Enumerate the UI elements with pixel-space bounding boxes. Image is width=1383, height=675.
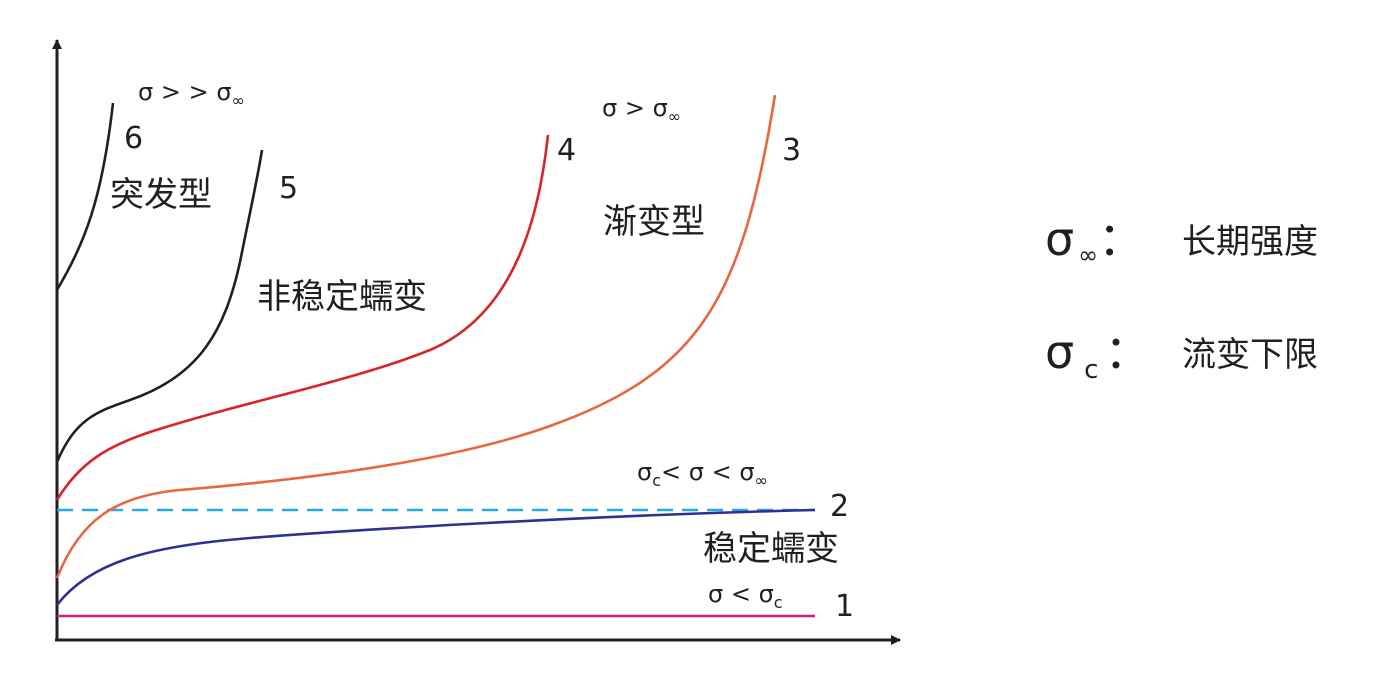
curve-label: 2 xyxy=(830,489,849,524)
region-label: 稳定蠕变 xyxy=(703,529,839,569)
legend-label: 长期强度 xyxy=(1182,222,1318,262)
curve-4 xyxy=(55,134,550,501)
legend-label: 流变下限 xyxy=(1182,335,1318,375)
curve-label: 1 xyxy=(835,589,854,624)
condition: σ < σc xyxy=(708,580,783,612)
symbol: σ xyxy=(1045,212,1074,266)
legend-symbol: σ ∞： xyxy=(1045,212,1144,269)
subscript: ∞ xyxy=(668,107,681,126)
curve-3 xyxy=(55,94,777,579)
curve-label: 6 xyxy=(124,121,143,156)
legend-symbol: σ c： xyxy=(1045,325,1150,385)
subscript: ∞ xyxy=(755,471,768,490)
subscript: c xyxy=(1084,355,1098,385)
condition-text: σ < σ xyxy=(708,580,774,608)
curve-2 xyxy=(55,508,816,606)
condition: σc< σ < σ∞ xyxy=(637,458,768,490)
condition-text: σ > σ xyxy=(602,94,668,122)
region-label: 非稳定蠕变 xyxy=(257,277,427,317)
condition-text: σ xyxy=(637,458,652,486)
subscript: ∞ xyxy=(1078,241,1098,269)
condition-text: < σ < σ xyxy=(661,458,755,486)
curve-label: 3 xyxy=(782,133,801,168)
subscript: ∞ xyxy=(232,91,245,110)
condition: σ > σ∞ xyxy=(602,94,681,126)
curve-6 xyxy=(55,102,115,291)
colon: ： xyxy=(1098,212,1144,266)
subscript: c xyxy=(774,593,783,612)
condition: σ > > σ∞ xyxy=(138,78,245,110)
curve-label: 4 xyxy=(557,133,576,168)
symbol: σ xyxy=(1045,325,1074,379)
curve-5 xyxy=(55,149,264,463)
condition-text: σ > > σ xyxy=(138,78,232,106)
region-label: 突发型 xyxy=(110,175,212,215)
curve-label: 5 xyxy=(279,171,298,206)
region-label: 渐变型 xyxy=(603,202,705,242)
colon: ： xyxy=(1104,325,1150,379)
subscript: c xyxy=(652,471,661,490)
